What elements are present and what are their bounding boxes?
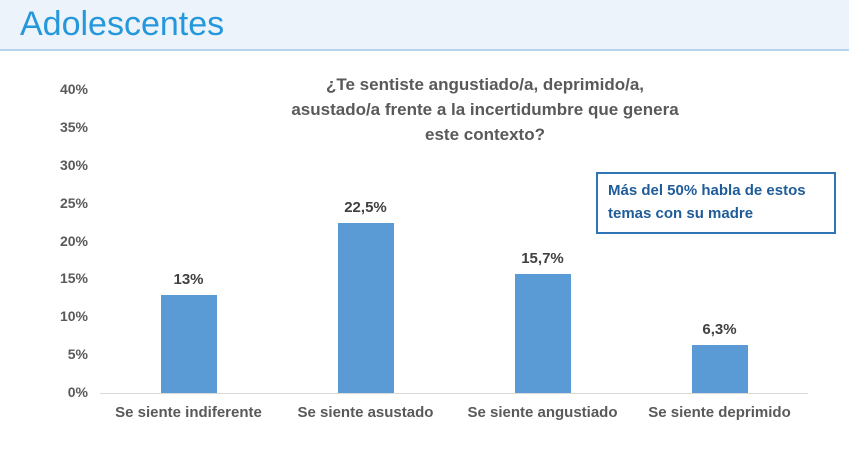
bar-column: 13% xyxy=(100,90,277,393)
annotation-line: Más del 50% habla de estos xyxy=(608,182,806,199)
chart-title: ¿Te sentiste angustiado/a, deprimido/a, … xyxy=(215,72,755,147)
y-tick-label: 35% xyxy=(59,118,88,135)
x-axis: Se siente indiferente Se siente asustado S… xyxy=(100,402,808,424)
bar xyxy=(691,345,748,393)
bar-value-label: 22,5% xyxy=(344,199,387,216)
plot-area: 13% 22,5% 15,7% 6,3% xyxy=(100,90,808,394)
chart-title-line: ¿Te sentiste angustiado/a, deprimido/a, xyxy=(325,75,645,94)
x-axis-label: Se siente asustado xyxy=(297,404,434,421)
y-tick-label: 15% xyxy=(59,270,88,287)
bar-column: 22,5% xyxy=(277,90,454,393)
y-axis: 0% 5% 10% 15% 20% 25% 30% 35% 40% xyxy=(23,81,88,400)
y-tick-label: 30% xyxy=(59,156,88,173)
bar xyxy=(514,274,571,393)
y-tick-label: 25% xyxy=(59,194,88,211)
page-title: Adolescentes xyxy=(20,5,225,43)
bar xyxy=(337,223,394,393)
chart-title-line: este contexto? xyxy=(425,125,545,144)
bar-value-label: 6,3% xyxy=(702,321,737,338)
y-tick-label: 0% xyxy=(67,384,88,400)
bar-column: 6,3% xyxy=(631,90,808,393)
y-tick-label: 5% xyxy=(67,346,88,363)
bar-value-label: 15,7% xyxy=(521,250,564,267)
slide-header: Adolescentes xyxy=(0,0,849,51)
bar-value-label: 13% xyxy=(173,271,204,288)
y-tick-label: 10% xyxy=(59,308,88,325)
x-axis-label: Se siente deprimido xyxy=(648,404,791,421)
annotation-line: temas con su madre xyxy=(608,205,754,222)
x-axis-label: Se siente angustiado xyxy=(467,404,618,421)
chart-title-line: asustado/a frente a la incertidumbre que… xyxy=(291,100,679,119)
x-axis-label: Se siente indiferente xyxy=(115,404,262,421)
annotation-box: Más del 50% habla de estos temas con su … xyxy=(596,172,836,234)
bar xyxy=(160,295,217,393)
y-tick-label: 40% xyxy=(59,81,88,97)
bar-column: 15,7% xyxy=(454,90,631,393)
y-tick-label: 20% xyxy=(59,232,88,249)
